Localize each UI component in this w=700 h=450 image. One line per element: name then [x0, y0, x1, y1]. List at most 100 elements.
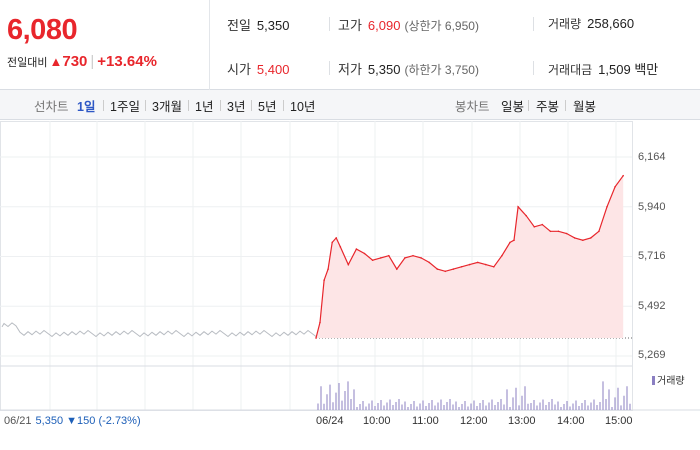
tab-divider: [565, 100, 566, 111]
candle-chart-label: 봉차트: [455, 100, 490, 114]
price-point: [622, 174, 624, 177]
price-point: [452, 268, 455, 270]
tab-weekly-candle[interactable]: 주봉: [536, 100, 560, 114]
price-point: [323, 279, 325, 281]
prev-day-series-line: [1, 322, 317, 338]
x-tick-label: 13:00: [508, 415, 536, 427]
change-label: 전일대비: [7, 57, 48, 69]
change-value: 730: [62, 53, 88, 70]
price-point: [379, 257, 382, 259]
price-point: [549, 230, 552, 233]
tab-divider: [188, 100, 189, 111]
x-tick-label: 10:00: [363, 415, 391, 427]
prev-day-summary: 06/21 5,350 ▼150 (-2.73%): [4, 415, 141, 427]
price-point: [396, 268, 398, 270]
price-point: [315, 337, 317, 339]
info-divider: [329, 17, 330, 31]
price-area-fill: [316, 175, 624, 338]
price-point: [509, 241, 511, 244]
price-point: [513, 239, 515, 241]
chart-canvas: [0, 121, 700, 411]
price-point: [517, 206, 519, 208]
x-tick-label: 06/24: [316, 415, 344, 427]
info-divider: [533, 17, 534, 31]
tab-1day[interactable]: 1일: [77, 100, 96, 114]
tab-monthly-candle[interactable]: 월봉: [573, 100, 597, 114]
price-point: [582, 239, 584, 241]
price-point: [355, 248, 358, 250]
turnover-info: 거래대금 1,509 백만: [548, 62, 659, 77]
down-triangle-icon: ▼: [66, 415, 78, 427]
volume-legend-swatch: [652, 376, 655, 385]
info-divider: [329, 61, 330, 75]
tab-divider: [251, 100, 252, 111]
open-info: 시가 5,400: [227, 62, 290, 77]
y-tick-label: 5,492: [638, 300, 666, 312]
price-point: [557, 230, 560, 233]
change-row: 전일대비 ▲730 | +13.64%: [7, 53, 157, 70]
price-point: [388, 254, 390, 257]
tab-divider: [220, 100, 221, 111]
y-tick-label: 5,269: [638, 349, 666, 361]
price-point: [331, 241, 334, 244]
y-tick-label: 5,716: [638, 250, 666, 262]
period-tabs: 선차트 1일 1주일 3개월 1년 3년 5년 10년 봉차트 일봉 주봉 월봉: [0, 90, 700, 120]
price-point: [598, 230, 600, 233]
price-point: [319, 321, 321, 324]
price-point: [606, 206, 608, 208]
x-tick-label: 14:00: [557, 415, 585, 427]
price-point: [501, 254, 503, 257]
price-point: [420, 257, 422, 259]
price-point: [444, 270, 447, 273]
price-point: [436, 268, 439, 270]
tab-divider: [145, 100, 146, 111]
price-point: [525, 214, 527, 217]
change-percent: +13.64%: [97, 53, 157, 70]
tab-divider: [528, 100, 529, 111]
info-divider: [533, 61, 534, 75]
y-tick-label: 5,940: [638, 201, 666, 213]
volume-legend: 거래량: [652, 372, 685, 387]
price-box: 6,080 전일대비 ▲730 | +13.64%: [0, 0, 210, 90]
price-point: [412, 254, 414, 257]
price-point: [468, 263, 471, 266]
price-point: [533, 226, 536, 228]
tab-divider: [103, 100, 104, 111]
x-tick-label: 11:00: [412, 415, 439, 427]
price-point: [460, 266, 463, 268]
price-point: [493, 266, 495, 268]
x-tick-label: 12:00: [460, 415, 488, 427]
price-point: [476, 261, 479, 264]
quote-header: 6,080 전일대비 ▲730 | +13.64% 전일 5,350 고가 6,090 (상…: [0, 0, 700, 90]
price-point: [565, 232, 568, 235]
price-point: [335, 237, 338, 239]
price-point: [614, 186, 616, 188]
up-triangle-icon: ▲: [49, 54, 63, 69]
tab-10year[interactable]: 10년: [290, 100, 316, 114]
tab-1week[interactable]: 1주일: [110, 100, 140, 114]
price-point: [590, 237, 592, 239]
tab-1year[interactable]: 1년: [195, 100, 214, 114]
tab-5year[interactable]: 5년: [258, 100, 277, 114]
tab-divider: [283, 100, 284, 111]
price-point: [339, 246, 342, 248]
low-info: 저가 5,350 (하한가 3,750): [338, 62, 479, 77]
price-point: [371, 259, 374, 261]
tab-daily-candle[interactable]: 일봉: [501, 100, 525, 114]
change-divider: |: [90, 53, 95, 70]
tab-3month[interactable]: 3개월: [152, 100, 182, 114]
line-chart-label: 선차트: [34, 100, 69, 114]
price-point: [573, 237, 576, 239]
price-point: [485, 263, 487, 266]
price-point: [327, 268, 329, 270]
price-point: [347, 263, 350, 266]
current-price: 6,080: [7, 14, 78, 46]
price-point: [404, 257, 406, 259]
tab-3year[interactable]: 3년: [227, 100, 246, 114]
high-info: 고가 6,090 (상한가 6,950): [338, 18, 479, 33]
volume-info: 거래량 258,660: [548, 16, 635, 31]
price-point: [428, 261, 431, 264]
price-point: [541, 223, 544, 226]
x-tick-label: 15:00: [605, 415, 633, 427]
price-chart[interactable]: 6,164 5,940 5,716 5,492 5,269 거래량 06/21 5…: [0, 121, 700, 450]
